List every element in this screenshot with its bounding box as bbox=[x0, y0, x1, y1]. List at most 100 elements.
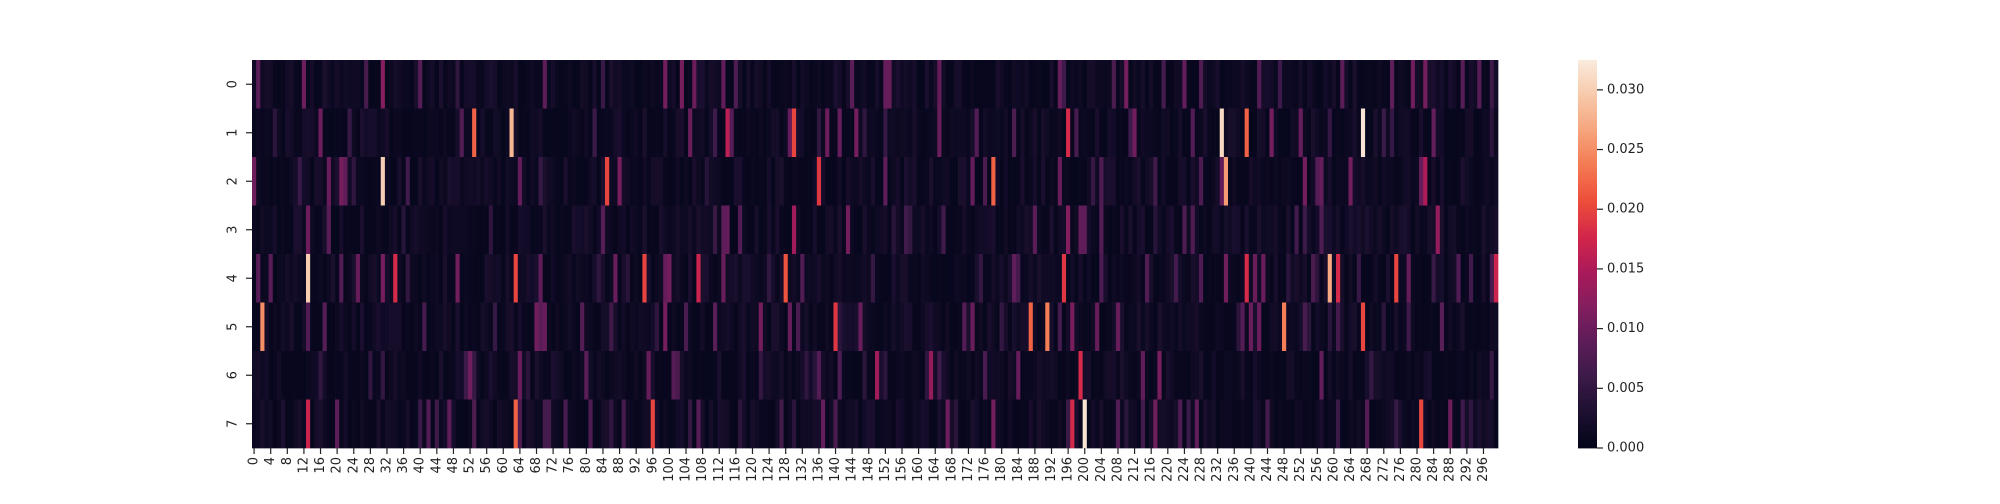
heatmap-cell bbox=[1215, 302, 1221, 352]
heatmap-cell bbox=[1066, 351, 1071, 400]
heatmap-cell bbox=[1103, 302, 1108, 352]
colorbar-segment bbox=[1578, 407, 1597, 410]
heatmap-cell bbox=[1435, 254, 1441, 303]
heatmap-cell bbox=[987, 60, 992, 109]
heatmap-cell bbox=[982, 399, 988, 449]
heatmap-cell bbox=[962, 157, 967, 206]
heatmap-cell bbox=[767, 399, 772, 449]
heatmap-cell bbox=[1124, 157, 1129, 206]
heatmap-cell bbox=[1269, 254, 1275, 303]
x-tick-label: 212 bbox=[1127, 457, 1142, 482]
heatmap-cell bbox=[1410, 302, 1416, 352]
heatmap-cell bbox=[638, 302, 643, 352]
heatmap-cell bbox=[322, 205, 328, 255]
heatmap-cell bbox=[1323, 399, 1329, 449]
heatmap-cell bbox=[567, 351, 573, 400]
heatmap-cell bbox=[1107, 254, 1113, 303]
heatmap-cell bbox=[974, 302, 980, 352]
heatmap-cell bbox=[1149, 205, 1154, 255]
heatmap-cell bbox=[1277, 205, 1283, 255]
heatmap-cell bbox=[355, 302, 361, 352]
heatmap-cell bbox=[1431, 254, 1437, 303]
heatmap-cell bbox=[1414, 254, 1420, 303]
heatmap-cell bbox=[1377, 108, 1383, 158]
heatmap-cell bbox=[1128, 302, 1133, 352]
heatmap-cell bbox=[1360, 254, 1366, 303]
heatmap-cell bbox=[816, 108, 822, 158]
heatmap-cell bbox=[1269, 302, 1275, 352]
heatmap-cell bbox=[700, 351, 706, 400]
heatmap-cell bbox=[1473, 108, 1478, 158]
heatmap-cell bbox=[605, 205, 610, 255]
colorbar-segment bbox=[1578, 219, 1597, 222]
heatmap-cell bbox=[937, 157, 942, 206]
heatmap-cell bbox=[937, 351, 942, 400]
x-tick-label: 84 bbox=[595, 457, 610, 474]
heatmap-cell bbox=[1120, 60, 1125, 109]
heatmap-cell bbox=[1053, 399, 1059, 449]
heatmap-cell bbox=[580, 60, 585, 109]
colorbar-segment bbox=[1578, 444, 1597, 447]
colorbar-segment bbox=[1578, 224, 1597, 228]
colorbar-segment bbox=[1578, 446, 1597, 449]
colorbar-segment bbox=[1578, 81, 1597, 84]
heatmap-cell bbox=[629, 205, 635, 255]
heatmap-cell bbox=[787, 351, 793, 400]
heatmap-cell bbox=[1090, 157, 1096, 206]
heatmap-cell bbox=[1248, 254, 1254, 303]
heatmap-cell bbox=[704, 108, 710, 158]
heatmap-cell bbox=[1427, 157, 1432, 206]
heatmap-cell bbox=[933, 205, 938, 255]
heatmap-cell bbox=[405, 205, 411, 255]
heatmap-cell bbox=[1074, 157, 1079, 206]
heatmap-cell bbox=[1161, 157, 1167, 206]
colorbar-segment bbox=[1578, 333, 1597, 336]
heatmap-cell bbox=[808, 205, 814, 255]
heatmap-cell bbox=[858, 108, 863, 158]
heatmap-cell bbox=[609, 399, 614, 449]
heatmap-cell bbox=[1032, 205, 1038, 255]
colorbar-segment bbox=[1578, 391, 1597, 395]
heatmap-cell bbox=[575, 254, 581, 303]
heatmap-cell bbox=[1053, 108, 1059, 158]
heatmap-cell bbox=[472, 108, 477, 158]
heatmap-cell bbox=[285, 108, 290, 158]
heatmap-cell bbox=[791, 60, 797, 109]
heatmap-cell bbox=[737, 60, 743, 109]
heatmap-cell bbox=[1282, 60, 1287, 109]
heatmap-cell bbox=[413, 157, 419, 206]
heatmap-cell bbox=[264, 254, 269, 303]
colorbar-segment bbox=[1578, 232, 1597, 235]
heatmap-cell bbox=[1431, 351, 1437, 400]
heatmap-cell bbox=[1194, 351, 1200, 400]
heatmap-cell bbox=[330, 108, 336, 158]
heatmap-cell bbox=[1365, 351, 1370, 400]
heatmap-cell bbox=[397, 302, 402, 352]
heatmap-cell bbox=[733, 351, 739, 400]
heatmap-cell bbox=[1165, 399, 1171, 449]
heatmap-cell bbox=[1111, 60, 1117, 109]
colorbar-segment bbox=[1578, 432, 1597, 435]
heatmap-cell bbox=[1261, 108, 1266, 158]
colorbar-segment bbox=[1578, 347, 1597, 350]
y-tick-label: 5 bbox=[226, 323, 241, 331]
heatmap-cell bbox=[517, 205, 523, 255]
heatmap-cell bbox=[1107, 351, 1113, 400]
heatmap-cell bbox=[347, 302, 353, 352]
heatmap-cell bbox=[592, 205, 598, 255]
heatmap-cell bbox=[1435, 157, 1441, 206]
heatmap-cell bbox=[750, 351, 755, 400]
heatmap-cell bbox=[609, 157, 614, 206]
heatmap-cell bbox=[924, 351, 930, 400]
heatmap-cell bbox=[721, 205, 726, 255]
heatmap-cell bbox=[1178, 108, 1183, 158]
heatmap-cell bbox=[380, 157, 386, 206]
heatmap-cell bbox=[750, 108, 755, 158]
heatmap-cell bbox=[1240, 157, 1245, 206]
heatmap-cell bbox=[775, 157, 780, 206]
heatmap-cell bbox=[521, 60, 527, 109]
heatmap-cell bbox=[829, 254, 834, 303]
heatmap-cell bbox=[364, 351, 369, 400]
heatmap-cell bbox=[733, 302, 739, 352]
